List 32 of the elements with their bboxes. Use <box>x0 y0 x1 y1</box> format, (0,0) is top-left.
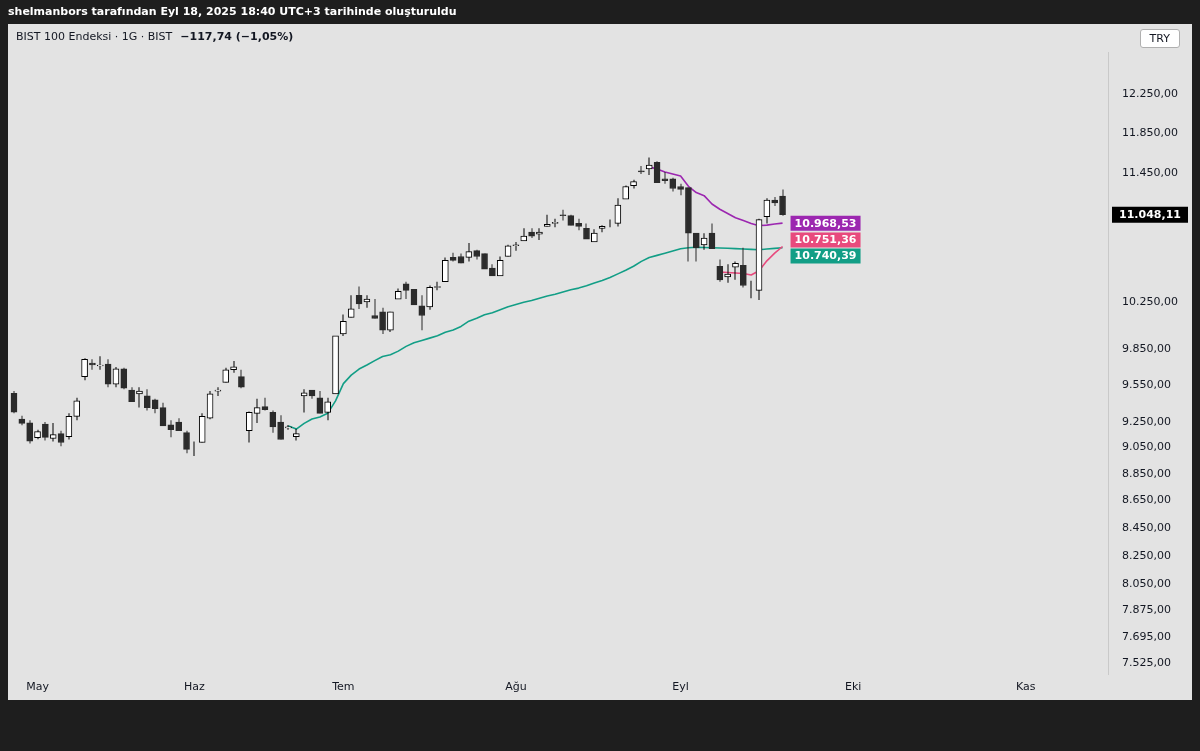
x-tick-label: Kas <box>1015 680 1036 694</box>
y-tick-label: 8.650,00 <box>1122 493 1171 507</box>
y-tick-label: 8.450,00 <box>1122 520 1171 534</box>
text: shelmanbors tarafından Eyl 18, 2025 18:40 UTC+3 tarihinde oluşturuldu <box>8 5 457 18</box>
candlestick <box>96 356 104 370</box>
y-tick-label: 9.050,00 <box>1122 440 1171 454</box>
chart-subtitle: −117,74 (−1,05%) <box>180 30 294 43</box>
y-axis-title: TRY <box>1139 29 1180 48</box>
x-tick-label: Tem <box>331 680 355 694</box>
y-tick-label: 7.525,00 <box>1122 655 1171 669</box>
y-tick-label: 7.695,00 <box>1122 629 1171 643</box>
y-tick-label: 10.250,00 <box>1122 295 1178 309</box>
text: 11.048,11 <box>1119 208 1181 222</box>
chart-title: BIST 100 Endeksi · 1G · BIST <box>16 30 173 43</box>
y-tick-label: 11.450,00 <box>1122 165 1178 179</box>
x-tick-label: Haz <box>183 680 205 694</box>
y-tick-label: 8.250,00 <box>1122 548 1171 562</box>
x-tick-label: Eki <box>844 680 862 694</box>
x-tick-label: Eyl <box>672 680 689 694</box>
y-tick-label: 11.850,00 <box>1122 125 1178 139</box>
y-tick-label: 9.850,00 <box>1122 341 1171 355</box>
y-tick-label: 12.250,00 <box>1122 86 1178 100</box>
x-tick-label: May <box>26 680 50 694</box>
y-tick-label: 9.550,00 <box>1122 377 1171 391</box>
y-tick-label: 8.050,00 <box>1122 577 1171 591</box>
data-label: 10.968,53 <box>794 216 857 230</box>
y-tick-label: 9.250,00 <box>1122 414 1171 428</box>
y-tick-label: 7.875,00 <box>1122 602 1171 616</box>
x-tick-label: Ağu <box>505 680 527 694</box>
data-label: 10.740,39 <box>794 249 857 263</box>
data-label: 10.751,36 <box>794 233 857 247</box>
y-tick-label: 8.850,00 <box>1122 466 1171 480</box>
